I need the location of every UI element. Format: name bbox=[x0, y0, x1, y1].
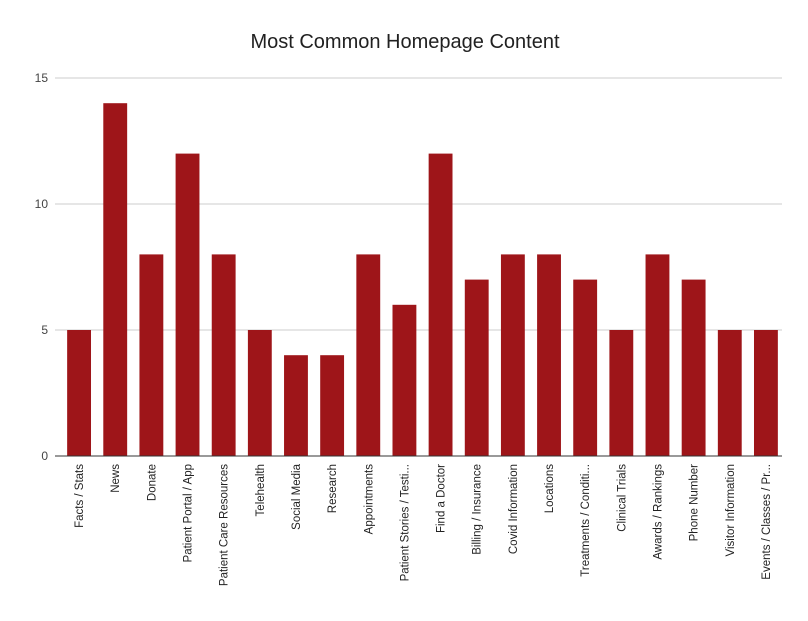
x-tick-label: Events / Classes / Pr... bbox=[761, 464, 773, 580]
bar bbox=[681, 279, 706, 456]
x-tick-label: Appointments bbox=[363, 464, 375, 535]
x-axis-ticks: Facts / Stats News Donate Patient Portal / … bbox=[74, 463, 773, 586]
x-tick-label: Research bbox=[327, 464, 339, 513]
bar bbox=[356, 254, 381, 456]
x-tick-label: Telehealth bbox=[255, 464, 267, 516]
x-tick-label: Visitor Information bbox=[725, 464, 737, 556]
bar bbox=[500, 254, 525, 456]
bar bbox=[537, 254, 561, 456]
x-tick-label: Facts / Stats bbox=[74, 464, 86, 528]
bar bbox=[103, 103, 128, 456]
bar bbox=[645, 254, 670, 456]
x-tick-label: Phone Number bbox=[689, 464, 701, 542]
bar bbox=[67, 330, 92, 456]
bar bbox=[320, 355, 345, 456]
x-tick-label: Billing / Insurance bbox=[472, 464, 484, 555]
x-tick-label: Find a Doctor bbox=[436, 464, 448, 533]
bar bbox=[428, 153, 453, 456]
x-tick-label: Donate bbox=[146, 464, 158, 501]
x-tick-label: Clinical Trials bbox=[616, 464, 628, 532]
x-tick-label: Patient Portal / App bbox=[183, 464, 195, 562]
bar bbox=[211, 254, 236, 456]
bar bbox=[464, 279, 489, 456]
x-tick-label: Treatments / Conditi... bbox=[580, 464, 592, 577]
bar bbox=[175, 153, 200, 456]
bar bbox=[247, 330, 272, 456]
y-tick-label: 0 bbox=[41, 449, 48, 463]
x-tick-label: Social Media bbox=[291, 463, 303, 529]
x-tick-label: Covid Information bbox=[508, 464, 520, 554]
x-tick-label: Patient Care Resources bbox=[219, 464, 231, 586]
bar bbox=[284, 355, 308, 456]
bar bbox=[609, 330, 634, 456]
bar bbox=[139, 254, 164, 456]
bars bbox=[67, 103, 778, 456]
bar bbox=[753, 330, 778, 456]
x-tick-label: Patient Stories / Testi... bbox=[399, 464, 411, 581]
gridlines bbox=[55, 77, 782, 331]
y-tick-label: 10 bbox=[35, 197, 49, 211]
chart-title: Most Common Homepage Content bbox=[250, 31, 559, 53]
bar bbox=[573, 279, 598, 456]
x-tick-label: News bbox=[110, 464, 122, 493]
y-tick-label: 5 bbox=[41, 323, 48, 337]
x-tick-label: Locations bbox=[544, 464, 556, 513]
bar bbox=[392, 304, 417, 456]
x-tick-label: Awards / Rankings bbox=[652, 464, 664, 560]
bar bbox=[717, 330, 742, 456]
y-axis-ticks: 0 5 10 15 bbox=[35, 71, 49, 463]
y-tick-label: 15 bbox=[35, 71, 49, 85]
